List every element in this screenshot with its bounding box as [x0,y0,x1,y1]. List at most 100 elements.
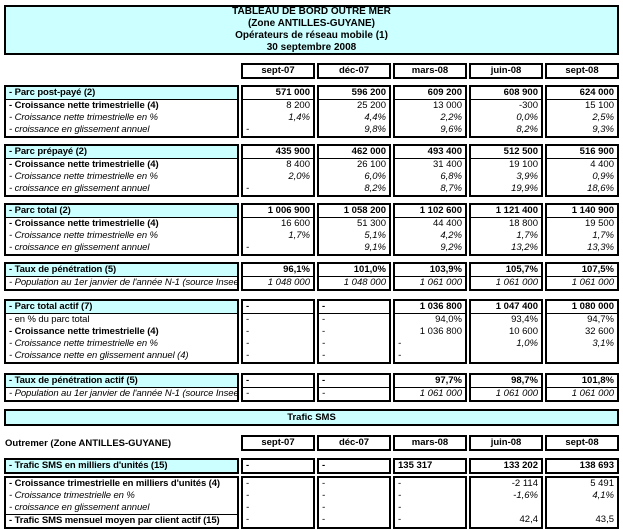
value-cell [471,502,541,514]
label-column: - Trafic SMS en milliers d'unités (15) [4,458,239,474]
value-cell: 103,9% [395,264,465,277]
value-cell: 8,7% [440,183,462,194]
value-cell: - [398,478,402,489]
value-column: 135 317 [393,458,467,474]
row-label: - Taux de pénétration (5) [6,264,237,277]
value-cell: 624 000 [547,87,617,100]
value-cell: 1 048 000 [343,277,386,288]
value-cell: 2,5% [592,112,614,123]
row-label: - croissance en glissement annuel [9,502,150,513]
value-column: 1 080 000 94,7% 32 600 3,1% [545,299,619,364]
column-header: mars-08 [411,65,449,76]
value-column: 596 200 25 200 4,4% 9,8% [317,85,391,138]
value-column: 101,0% 1 048 000 [317,262,391,291]
value-cell: 135 317 [398,460,433,471]
value-cell: - [322,338,326,349]
value-column: -- [241,373,315,402]
value-cell: 101,0% [319,264,389,277]
value-cell: 6,8% [440,171,462,182]
column-header-box: mars-08 [393,63,467,79]
value-cell: 1 061 000 [419,388,462,399]
value-column: 1 140 900 19 500 1,7% 13,3% [545,203,619,256]
value-cell: - [246,460,250,471]
row-label: - Parc total (2) [6,205,237,218]
value-cell: 596 200 [319,87,389,100]
band-parc-total-actif: - Parc total actif (7) - en % du parc tot… [4,299,619,364]
value-column: 133 202 [469,458,543,474]
value-cell: 8 400 [286,159,310,170]
value-column: ---- [317,476,391,529]
row-label: - Croissance nette en glissement annuel … [9,350,189,361]
value-column: 107,5% 1 061 000 [545,262,619,291]
value-cell: 516 900 [547,146,617,159]
value-column: ----- [317,299,391,364]
value-cell: - [246,514,250,525]
column-header: juin-08 [490,437,522,448]
value-cell: - [398,502,402,513]
value-cell: 1 061 000 [495,277,538,288]
value-cell: - [398,338,402,349]
value-cell: - [243,301,313,314]
column-header: sept-07 [261,65,295,76]
value-cell: 1,7% [592,230,614,241]
value-column: 96,1% 1 048 000 [241,262,315,291]
value-cell: 9,6% [440,124,462,135]
value-cell: 1 061 000 [571,277,614,288]
value-cell: 1 061 000 [419,277,462,288]
column-header-box: juin-08 [469,435,543,451]
row-label: - en % du parc total [9,314,90,325]
value-cell: 435 900 [243,146,313,159]
value-cell: - [322,460,326,471]
value-cell: 107,5% [547,264,617,277]
value-cell: 25 200 [356,100,386,111]
value-cell: - [246,326,250,337]
value-cell: 13,3% [587,242,614,253]
value-cell: 138 693 [579,460,614,471]
column-header-box: sept-07 [241,435,315,451]
value-cell: - [246,314,250,325]
value-cell [471,350,541,362]
value-cell: 5 491 [590,478,614,489]
value-cell: 1 061 000 [571,388,614,399]
value-cell: 609 200 [395,87,465,100]
value-cell: 1,7% [288,230,310,241]
value-cell: 0,9% [592,171,614,182]
value-cell: 13,2% [511,242,538,253]
value-cell: 93,4% [511,314,538,325]
value-cell: 15 100 [584,100,614,111]
column-header: sept-07 [261,437,295,448]
value-cell: 51 300 [356,218,386,229]
value-cell: 18 800 [508,218,538,229]
value-cell: 16 600 [280,218,310,229]
column-header-box: sept-08 [545,63,619,79]
value-cell: - [319,301,389,314]
value-cell: 8,2% [364,183,386,194]
report-zone: (Zone ANTILLES-GUYANE) [247,18,376,29]
value-cell: - [246,502,250,513]
column-header: mars-08 [411,437,449,448]
value-column: -- [317,373,391,402]
value-cell: - [322,350,326,361]
value-cell: 96,1% [243,264,313,277]
zone-label: Outremer (Zone ANTILLES-GUYANE) [5,437,172,449]
row-label: - Parc prépayé (2) [6,146,237,159]
value-cell: 94,0% [435,314,462,325]
value-cell: 97,7% [395,375,465,388]
value-cell: 1 102 600 [395,205,465,218]
value-cell: 26 100 [356,159,386,170]
value-column: - [241,458,315,474]
value-cell: 9,1% [364,242,386,253]
band-sms-parc: - Trafic SMS en milliers d'unités (15) - -… [4,458,619,474]
value-cell: 101,8% [547,375,617,388]
row-label: - Population au 1er janvier de l'année N… [9,388,237,399]
value-cell: 1,4% [288,112,310,123]
value-cell: 5,1% [364,230,386,241]
value-cell: 10 600 [508,326,538,337]
value-cell: 98,7% [471,375,541,388]
label-column: - Taux de pénétration actif (5) - Populat… [4,373,239,402]
value-column: 493 400 31 400 6,8% 8,7% [393,144,467,197]
value-cell: - [398,490,402,501]
row-label: - Croissance trimestrielle en milliers d… [9,478,220,489]
value-cell: 32 600 [584,326,614,337]
label-column: - Parc total (2) - Croissance nette trime… [4,203,239,256]
